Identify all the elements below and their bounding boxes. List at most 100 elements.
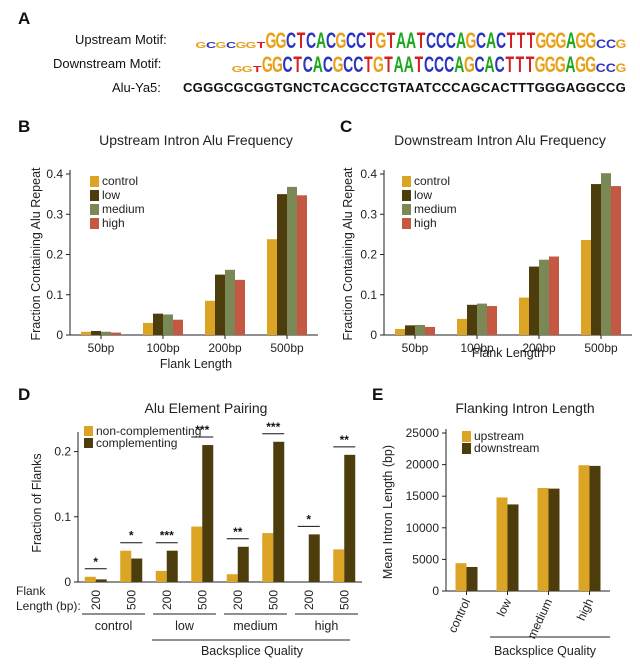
downstream-motif-letter: C [343, 52, 353, 77]
panel-b-bar-low-50bp [91, 330, 101, 335]
panel-e-legend-swatch-downstream [462, 443, 471, 454]
panel-d-flank-tick-label: 200 [302, 590, 316, 610]
panel-b-x-tick-label: 100bp [146, 341, 180, 355]
panel-b-x-tick-label: 500bp [270, 341, 304, 355]
panel-d-y-tick-label: 0.1 [54, 510, 71, 524]
panel-d-flank-tick-label: 500 [195, 590, 209, 610]
panel-d-bar-comp [202, 445, 214, 582]
panel-b-y-tick-label: 0.1 [46, 288, 63, 302]
upstream-motif-letter: C [346, 28, 356, 53]
upstream-motif-letter: A [316, 28, 326, 53]
downstream-motif-letter: T [293, 52, 302, 77]
panel-c-legend-label-high: high [414, 216, 437, 230]
panel-b-chart: 0 0.1 0.2 0.3 0.4 50bp 100bp 200bp 500bp controll… [46, 167, 318, 355]
panel-b-bar-high-500bp [297, 195, 307, 335]
panel-d-bar-comp [95, 579, 107, 582]
panel-b-bar-high-200bp [235, 279, 245, 335]
panel-d-title: Alu Element Pairing [145, 400, 268, 416]
panel-d-flank-tick-label: 200 [231, 590, 245, 610]
panel-e-title: Flanking Intron Length [455, 400, 594, 416]
upstream-motif-letter: T [417, 28, 426, 53]
panel-b-bar-medium-50bp [101, 331, 111, 335]
panel-c-x-tick-label: 500bp [584, 341, 618, 355]
panel-c-bar-low-50bp [405, 325, 415, 335]
upstream-motif-letter: T [297, 28, 306, 53]
downstream-motif-letter: G [373, 52, 384, 77]
panel-d-group-label-medium: medium [233, 619, 277, 633]
panel-d-flank-tick-label: 500 [266, 590, 280, 610]
panel-e-x-tick-label: control [445, 596, 473, 635]
panel-d-legend-swatch-non-complementing [84, 426, 93, 436]
panel-b-legend-label-control: control [102, 174, 138, 188]
panel-b-bar-low-200bp [215, 274, 225, 335]
downstream-motif-letter: G [333, 52, 344, 77]
downstream-motif-letter: T [526, 52, 535, 77]
downstream-motif-letter: A [394, 52, 404, 77]
upstream-motif-letter: G [266, 28, 277, 53]
panel-e-bar-upstream-high [578, 465, 590, 591]
downstream-motif-letter: G [545, 52, 556, 77]
downstream-motif-letter: T [415, 52, 424, 77]
panel-c-label: C [340, 117, 352, 136]
panel-d-bar-comp [237, 546, 249, 582]
panel-a: A Upstream Motif: Downstream Motif: Alu-… [18, 9, 626, 95]
downstream-motif-letter: A [454, 52, 464, 77]
upstream-motif-letter: T [367, 28, 376, 53]
upstream-motif-letter: A [406, 28, 416, 53]
upstream-motif-letter: A [566, 28, 576, 53]
panel-b-bar-low-500bp [277, 194, 287, 335]
panel-d-bar-noncomp [262, 533, 274, 582]
panel-d-sig-mark: ** [340, 433, 350, 447]
upstream-motif-letter: G [236, 42, 247, 50]
panel-c-legend-label-low: low [414, 188, 432, 202]
panel-b-title: Upstream Intron Alu Frequency [99, 132, 293, 148]
upstream-motif-letter: G [466, 28, 477, 53]
downstream-motif-letter: C [303, 52, 313, 77]
downstream-motif-letter: T [364, 52, 373, 77]
panel-c-legend-label-control: control [414, 174, 450, 188]
panel-c-legend-swatch-high [402, 218, 411, 229]
alu-label: Alu-Ya5: [112, 80, 161, 95]
downstream-motif-letter: C [434, 52, 444, 77]
panel-d-bar-noncomp [155, 570, 167, 582]
panel-e-y-tick-label: 0 [432, 584, 439, 598]
panel-b: B Upstream Intron Alu Frequency Fraction… [18, 117, 318, 371]
downstream-motif-letter: G [555, 52, 566, 77]
downstream-motif-letter: G [232, 66, 243, 74]
panel-c-chart: 0 0.1 0.2 0.3 0.4 50bp 100bp 200bp 500bp controll… [360, 167, 632, 355]
panel-b-bar-control-50bp [81, 331, 91, 335]
upstream-motif-letter: A [396, 28, 406, 53]
panel-b-y-tick-label: 0.4 [46, 167, 63, 181]
panel-b-x-tick-label: 50bp [88, 341, 115, 355]
panel-e-legend-label-downstream: downstream [474, 441, 539, 455]
panel-b-legend-swatch-low [90, 190, 99, 201]
panel-c-bar-high-500bp [611, 186, 621, 335]
panel-c-y-tick-label: 0 [370, 328, 377, 342]
panel-d-bar-noncomp [84, 576, 96, 582]
panel-c-bar-control-500bp [581, 240, 591, 335]
panel-b-legend-swatch-control [90, 176, 99, 187]
panel-c-x-tick-label: 200bp [522, 341, 556, 355]
panel-d-bar-noncomp [226, 574, 238, 582]
panel-b-bar-high-100bp [173, 319, 183, 335]
panel-c-bar-high-100bp [487, 306, 497, 335]
upstream-motif-label: Upstream Motif: [75, 32, 167, 47]
panel-e-x-tick-label: high [574, 596, 596, 622]
panel-c-x-tick-label: 100bp [460, 341, 494, 355]
panel-d-flank-tick-label: 500 [337, 590, 351, 610]
upstream-motif-letter: C [606, 37, 617, 51]
panel-d-sig-mark: * [93, 555, 98, 569]
panel-d-bar-comp [308, 534, 320, 582]
panel-b-y-tick-label: 0.3 [46, 207, 63, 221]
panel-d-flank-label-1: Flank [16, 584, 46, 598]
panel-b-ylabel: Fraction Containing Alu Repeat [29, 167, 43, 341]
panel-d-sig-mark: *** [195, 423, 209, 437]
upstream-motif-letter: G [586, 28, 597, 53]
panel-c-bar-medium-200bp [539, 259, 549, 335]
panel-b-bar-low-100bp [153, 313, 163, 335]
panel-c-ylabel: Fraction Containing Alu Repeat [341, 167, 355, 341]
panel-c-bar-control-50bp [395, 328, 405, 335]
panel-c-x-tick-label: 50bp [402, 341, 429, 355]
panel-b-legend-label-low: low [102, 188, 120, 202]
